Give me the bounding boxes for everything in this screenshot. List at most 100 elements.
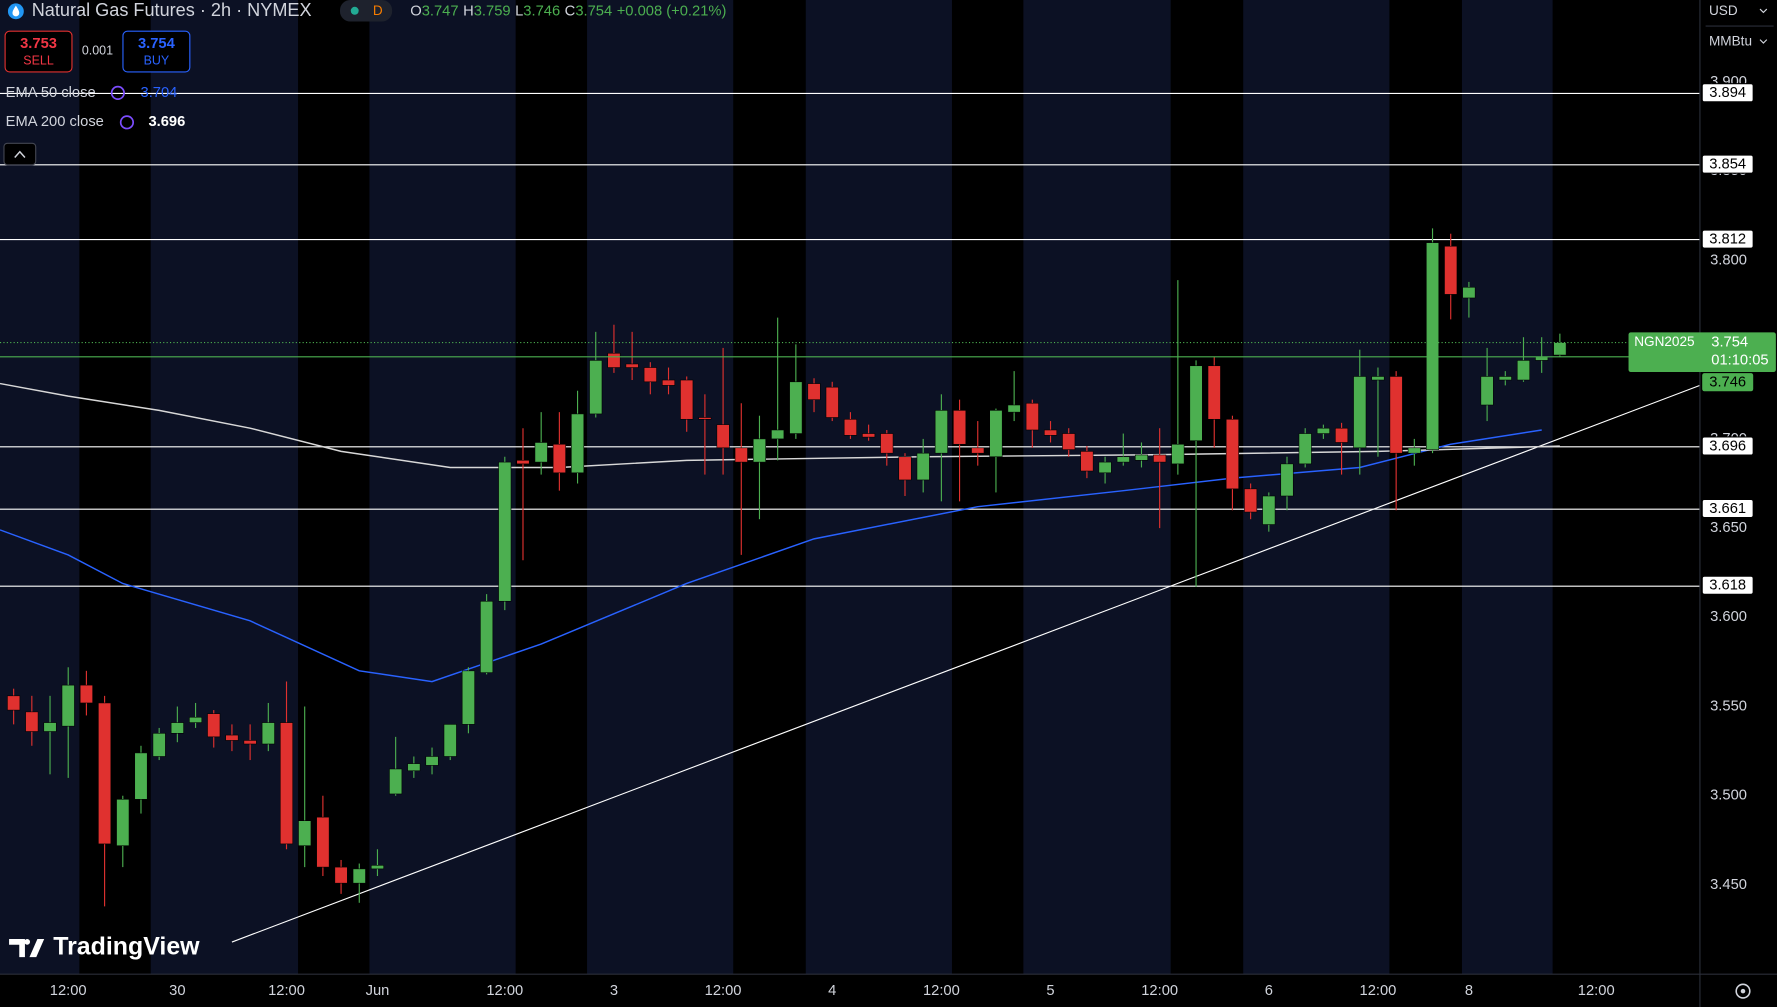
candle-body <box>1371 376 1385 381</box>
session-bands <box>0 0 1700 975</box>
candle-body <box>25 711 39 732</box>
delay-badge: D <box>373 3 383 18</box>
candle-body <box>989 410 1003 458</box>
line-label: 3.661 <box>1709 501 1746 517</box>
x-tick-label: 5 <box>1046 983 1054 999</box>
candle-body <box>1062 433 1076 450</box>
ohlc-key: L <box>515 3 523 19</box>
candle-body <box>916 452 930 481</box>
ohlc-change: +0.008 (+0.21%) <box>617 3 727 19</box>
x-tick-label: 12:00 <box>1141 983 1178 999</box>
low-price-box <box>1702 373 1754 392</box>
trendline <box>231 384 1701 943</box>
candle-body <box>1225 418 1239 490</box>
candle-body <box>207 713 221 738</box>
line-label-box <box>1701 229 1754 249</box>
candle-body <box>407 763 421 772</box>
candle-body <box>807 383 821 400</box>
symbol-title[interactable]: Natural Gas Futures · 2h · NYMEX <box>32 0 312 20</box>
candle-body <box>1462 286 1476 299</box>
candle-body <box>571 413 585 474</box>
sell-button[interactable] <box>4 30 73 73</box>
indicator-name[interactable]: EMA 50 close <box>6 85 96 101</box>
candle-body <box>98 702 112 845</box>
y-tick-label: 3.450 <box>1710 877 1747 893</box>
candle-body <box>1353 376 1367 449</box>
x-tick-label: 12:00 <box>50 983 87 999</box>
ema-line <box>0 429 1542 683</box>
candle-body <box>116 799 130 846</box>
candle-body <box>43 722 57 732</box>
x-tick-label: 12:00 <box>1578 983 1615 999</box>
candle-body <box>461 670 475 725</box>
settings-icon[interactable] <box>1735 983 1751 999</box>
candle-body <box>1298 433 1312 465</box>
plot <box>0 92 1701 943</box>
currency-selector[interactable]: USD <box>1709 3 1738 18</box>
line-label-box <box>1701 436 1754 456</box>
candle-body <box>316 816 330 868</box>
candle-body <box>79 684 93 704</box>
buy-price: 3.754 <box>138 36 176 52</box>
ohlc-key: C <box>565 3 576 19</box>
buy-button[interactable] <box>122 30 191 73</box>
symbol-code: NGN2025 <box>1634 334 1694 349</box>
indicator-value: 3.696 <box>148 114 185 130</box>
candle-body <box>607 352 621 368</box>
x-tick-label: 4 <box>828 983 836 999</box>
session-band <box>515 0 588 975</box>
session-band <box>1389 0 1462 975</box>
candle-body <box>516 460 530 465</box>
candle-body <box>789 381 803 434</box>
line-label-box <box>1701 83 1754 103</box>
candle-body <box>1098 461 1112 474</box>
candle-body <box>1262 495 1276 525</box>
unit-selector[interactable]: MMBtu <box>1709 34 1752 49</box>
indicator-icon[interactable] <box>119 115 135 130</box>
candle-body <box>752 438 766 463</box>
axes: 3.4503.5003.5503.6003.6503.7003.8003.850… <box>50 74 1776 999</box>
candle-body <box>1244 488 1258 513</box>
session-band <box>1552 0 1700 975</box>
candle-body <box>1207 365 1221 420</box>
candle-body <box>189 716 203 723</box>
candle-body <box>1007 404 1021 413</box>
candle-body <box>643 367 657 383</box>
y-tick-label: 3.500 <box>1710 788 1747 804</box>
spread: 0.001 <box>82 43 113 57</box>
countdown: 01:10:05 <box>1711 353 1768 369</box>
indicator-name[interactable]: EMA 200 close <box>6 114 104 130</box>
line-label-box <box>1701 498 1754 519</box>
candle-body <box>243 740 257 745</box>
collapse-icon <box>14 150 26 158</box>
candle-body <box>862 433 876 438</box>
session-band <box>951 0 1024 975</box>
flame-icon <box>12 5 20 17</box>
candle-body <box>1407 447 1421 454</box>
candle-body <box>534 442 548 463</box>
candle-body <box>425 756 439 766</box>
candle-body <box>170 722 184 734</box>
line-label-box <box>1701 154 1754 174</box>
candle-body <box>298 820 312 846</box>
candle-body <box>1025 402 1039 431</box>
candle-body <box>389 768 403 795</box>
ohlc-value: 3.754 <box>575 3 612 19</box>
time-axis <box>0 974 1777 1007</box>
candle-body <box>1044 429 1058 436</box>
candle-body <box>716 424 730 449</box>
candle-body <box>680 379 694 420</box>
ohlc-value: 3.747 <box>422 3 459 19</box>
indicator-icon[interactable] <box>110 85 125 100</box>
candle-body <box>953 410 967 445</box>
candle-body <box>1316 427 1330 434</box>
candle-body <box>1116 456 1130 463</box>
candle-body <box>134 752 148 800</box>
collapse-button[interactable] <box>3 142 37 166</box>
status-pill[interactable] <box>339 0 393 22</box>
x-tick-label: 8 <box>1465 983 1473 999</box>
candle-body <box>1516 360 1531 381</box>
logo[interactable]: TradingView <box>53 933 200 961</box>
last-price-label: 3.754 <box>1711 334 1748 350</box>
x-tick-label: 6 <box>1265 983 1273 999</box>
